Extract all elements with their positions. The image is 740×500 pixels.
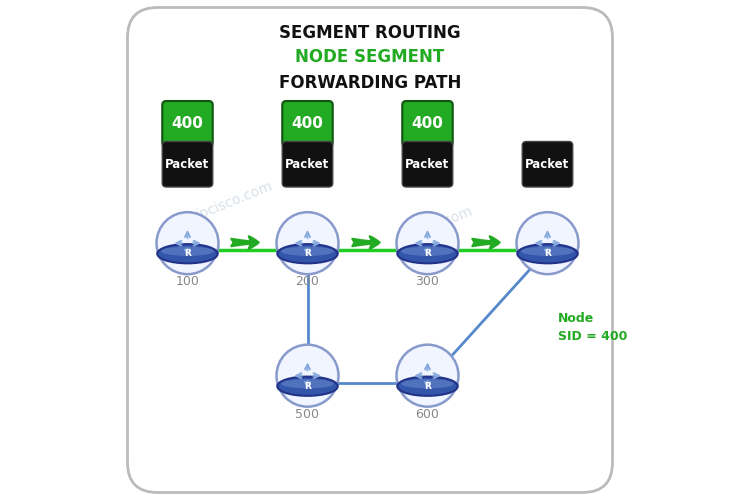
Ellipse shape (397, 376, 458, 396)
FancyBboxPatch shape (127, 8, 613, 492)
Text: FORWARDING PATH: FORWARDING PATH (279, 74, 461, 92)
Ellipse shape (158, 244, 218, 264)
Text: R: R (184, 249, 191, 258)
Ellipse shape (401, 246, 454, 256)
FancyBboxPatch shape (403, 142, 453, 187)
FancyBboxPatch shape (282, 101, 333, 146)
Text: 400: 400 (411, 116, 443, 131)
Ellipse shape (161, 246, 214, 256)
FancyBboxPatch shape (403, 101, 453, 146)
FancyBboxPatch shape (162, 101, 213, 146)
Ellipse shape (278, 376, 337, 396)
FancyBboxPatch shape (282, 142, 333, 187)
Ellipse shape (521, 246, 574, 256)
Text: R: R (544, 249, 551, 258)
Ellipse shape (278, 244, 337, 264)
Text: 400: 400 (172, 116, 204, 131)
Ellipse shape (397, 244, 458, 264)
Text: Packet: Packet (406, 158, 450, 171)
Text: R: R (304, 249, 311, 258)
Ellipse shape (281, 246, 334, 256)
Ellipse shape (517, 244, 578, 264)
Circle shape (397, 212, 459, 274)
Text: Packet: Packet (165, 158, 209, 171)
Ellipse shape (281, 379, 334, 388)
Text: NODE SEGMENT: NODE SEGMENT (295, 48, 445, 66)
Circle shape (156, 212, 218, 274)
Text: 500: 500 (295, 408, 320, 421)
Text: Packet: Packet (286, 158, 329, 171)
Text: SEGMENT ROUTING: SEGMENT ROUTING (279, 24, 461, 42)
Text: 200: 200 (295, 276, 320, 288)
Circle shape (277, 344, 338, 406)
FancyBboxPatch shape (162, 142, 213, 187)
Text: ipcisco.com: ipcisco.com (394, 204, 475, 246)
Text: Packet: Packet (525, 158, 570, 171)
Circle shape (277, 212, 338, 274)
Text: R: R (424, 249, 431, 258)
Text: R: R (424, 382, 431, 390)
Circle shape (517, 212, 579, 274)
Text: R: R (304, 382, 311, 390)
Text: Node
SID = 400: Node SID = 400 (557, 312, 627, 344)
Text: 100: 100 (175, 276, 200, 288)
Text: 300: 300 (416, 276, 440, 288)
Ellipse shape (401, 379, 454, 388)
Circle shape (397, 344, 459, 406)
Text: 400: 400 (292, 116, 323, 131)
FancyBboxPatch shape (522, 142, 573, 187)
Text: ipcisco.com: ipcisco.com (195, 178, 275, 222)
Text: 600: 600 (416, 408, 440, 421)
